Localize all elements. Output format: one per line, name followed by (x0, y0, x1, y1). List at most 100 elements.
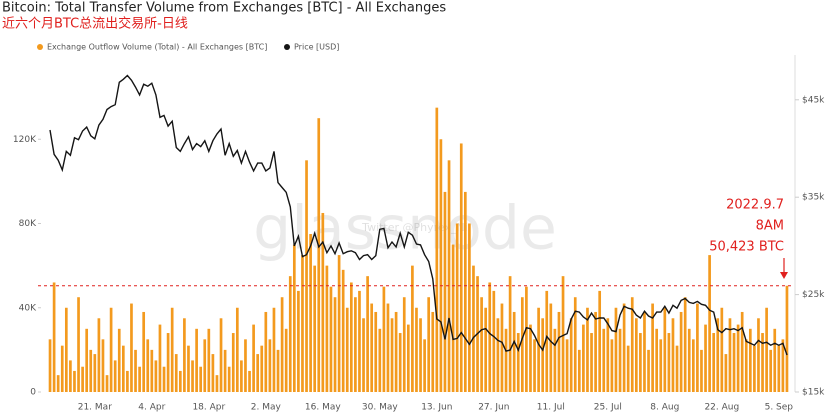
x-tick-label: 13. Jun (421, 403, 452, 413)
y2-tick-label: $15k (802, 388, 825, 398)
bar (427, 297, 431, 392)
x-tick-label: 18. Apr (192, 403, 225, 413)
bar (594, 311, 597, 392)
bar (500, 303, 504, 392)
x-tick-label: 21. Mar (78, 403, 112, 413)
y-tick-label: 120K (13, 135, 37, 145)
bar (508, 276, 512, 392)
bar (704, 324, 707, 392)
bar (610, 339, 614, 392)
bar (60, 345, 64, 392)
bar (504, 328, 508, 392)
bar (231, 333, 235, 392)
bar (590, 333, 593, 392)
annotation: 8AM (756, 219, 784, 234)
legend-label: Price [USD] (294, 43, 339, 52)
bar (439, 139, 443, 392)
y-tick-label: 0 (30, 388, 36, 398)
bar (199, 366, 203, 392)
bar (553, 328, 557, 392)
bar (52, 282, 56, 392)
bar (700, 349, 703, 392)
bar (329, 286, 333, 392)
annotation: 2022.9.7 (726, 198, 784, 213)
bar (358, 290, 361, 392)
bar (284, 328, 288, 392)
bar (170, 307, 174, 392)
bar (618, 328, 622, 392)
bar (260, 345, 264, 392)
bar (529, 324, 532, 392)
bar (150, 349, 154, 392)
bar (109, 307, 113, 392)
bar (211, 354, 215, 392)
bar (276, 349, 280, 392)
chart-subtitle: 近六个月BTC总流出交易所-日线 (2, 16, 188, 32)
bar (349, 282, 353, 392)
bar (626, 345, 630, 392)
x-tick-label: 2. May (251, 403, 282, 413)
bar (675, 345, 679, 392)
bar (354, 297, 357, 392)
bar (215, 375, 219, 392)
bar (732, 333, 736, 392)
bar (431, 311, 435, 392)
bar (777, 345, 781, 392)
bar (370, 303, 374, 392)
bar (178, 370, 182, 392)
bar (313, 265, 317, 392)
bar (496, 318, 500, 392)
x-tick-label: 22. Aug (704, 403, 739, 413)
bar (113, 360, 117, 392)
bar (195, 328, 198, 392)
bar (598, 290, 602, 392)
x-tick-label: 25. Jul (594, 403, 622, 413)
bar (459, 143, 463, 392)
bar (533, 339, 536, 392)
bar (451, 244, 455, 392)
bar (537, 307, 540, 392)
bar (158, 324, 162, 392)
bar (174, 354, 178, 392)
bar (126, 370, 129, 392)
bar (577, 349, 581, 392)
bar (606, 318, 610, 392)
bar (667, 333, 671, 392)
bar (586, 307, 589, 392)
bar (663, 307, 667, 392)
chart-title: Bitcoin: Total Transfer Volume from Exch… (2, 1, 446, 16)
bar (744, 339, 748, 392)
bar (203, 339, 207, 392)
y2-tick-label: $25k (802, 290, 825, 300)
bar (765, 307, 768, 392)
bar (679, 311, 683, 392)
bar (671, 318, 675, 392)
bar (386, 303, 390, 392)
bar (337, 255, 341, 392)
bar (333, 297, 337, 392)
bar (639, 333, 642, 392)
bar (463, 191, 467, 392)
bar (117, 328, 121, 392)
bar (691, 339, 695, 392)
bar (121, 345, 125, 392)
bar (48, 339, 52, 392)
bar (292, 244, 296, 392)
bar (708, 255, 711, 392)
bar (398, 333, 402, 392)
bar (541, 318, 545, 392)
bar (757, 318, 760, 392)
bar (748, 328, 752, 392)
bar (683, 297, 687, 392)
bar (142, 311, 146, 392)
watermark: glassnode (253, 194, 557, 264)
bar (101, 339, 105, 392)
bar (244, 339, 247, 392)
bar (549, 303, 553, 392)
x-tick-label: 11. Jul (537, 403, 565, 413)
bar (280, 297, 284, 392)
bar (64, 307, 68, 392)
bar (93, 354, 97, 392)
